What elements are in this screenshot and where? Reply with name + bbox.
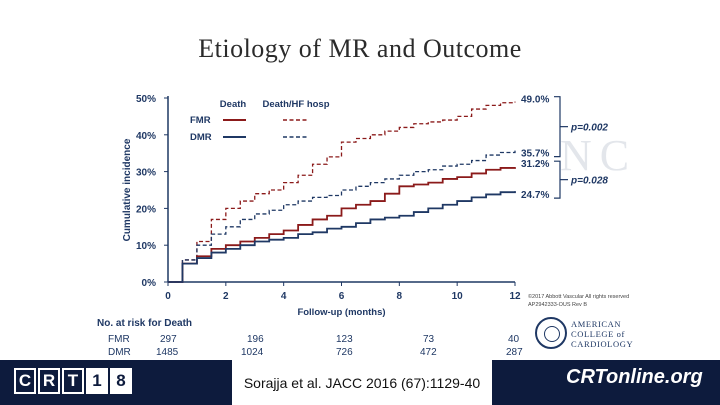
acc-line-1: AMERICAN (571, 319, 622, 329)
x-tick-label: 8 (397, 291, 403, 302)
risk-dmr-m12: 287 (506, 347, 523, 358)
acc-seal-icon (535, 317, 567, 349)
risk-fmr-m0: 297 (160, 334, 177, 345)
crt18-logo-r: R (38, 368, 60, 394)
copyright-line: ©2017 Abbott Vascular All rights reserve… (528, 294, 630, 300)
crt18-logo: C R T 1 8 (14, 368, 132, 396)
risk-fmr-m6: 123 (336, 334, 353, 345)
crt18-logo-t: T (62, 368, 84, 394)
x-tick-label: 2 (223, 291, 229, 302)
series-fmr-death-hf-hosp (168, 101, 516, 283)
acc-logo: AMERICAN COLLEGE of CARDIOLOGY (535, 317, 655, 355)
x-tick-label: 6 (339, 291, 345, 302)
x-axis-title: Follow-up (months) (297, 307, 385, 318)
x-tick-label: 10 (452, 291, 464, 302)
kaplan-meier-chart: 0% 10% 20% 30% 40% 50% 0 2 4 6 8 10 12 Follow-up (mon… (122, 94, 608, 318)
series-dmr-death (168, 191, 516, 283)
risk-fmr-m12: 40 (508, 334, 520, 345)
citation-text: Sorajja et al. JACC 2016 (67):1129-40 (232, 360, 492, 405)
legend-label-dmr: DMR (190, 132, 212, 143)
end-label: 35.7% (521, 149, 549, 160)
background-watermark: NC (560, 131, 638, 180)
risk-dmr-m0: 1485 (156, 347, 179, 358)
risk-table-title: No. at risk for Death (97, 318, 193, 329)
acc-wordmark: AMERICAN COLLEGE of CARDIOLOGY (571, 319, 633, 349)
y-tick-label: 50% (136, 94, 156, 105)
risk-dmr-m6: 726 (336, 347, 353, 358)
crt18-logo-c: C (14, 368, 36, 394)
copyright-note: ©2017 Abbott Vascular All rights reserve… (528, 293, 668, 309)
risk-dmr-m9: 472 (420, 347, 437, 358)
copyright-code: AP2942333-OUS Rev B (528, 302, 588, 308)
x-tick-label: 12 (509, 291, 521, 302)
y-tick-label: 20% (136, 204, 156, 215)
legend-label-fmr: FMR (190, 115, 211, 126)
risk-row-label-fmr: FMR (108, 334, 130, 345)
acc-line-2: COLLEGE of (571, 329, 625, 339)
slide-title: Etiology of MR and Outcome (198, 34, 522, 63)
series-dmr-death-hf-hosp (168, 150, 516, 283)
risk-fmr-m3: 196 (247, 334, 264, 345)
risk-dmr-m3: 1024 (241, 347, 264, 358)
risk-fmr-m9: 73 (423, 334, 435, 345)
acc-line-3: CARDIOLOGY (571, 339, 634, 349)
y-tick-label: 30% (136, 168, 156, 179)
y-axis-title: Cumulative incidence (122, 138, 133, 241)
p-value-death-hf-bracket (554, 96, 561, 158)
crt18-logo-1: 1 (86, 368, 108, 394)
p-value-death-hf: p=0.002 (570, 123, 608, 134)
crt18-logo-8: 8 (110, 368, 132, 394)
end-label: 24.7% (521, 190, 549, 201)
crtonline-logo[interactable]: CRTonline.org (566, 366, 703, 388)
y-tick-label: 40% (136, 131, 156, 142)
x-tick-label: 4 (281, 291, 287, 302)
legend-header-death-hf: Death/HF hosp (262, 99, 329, 110)
end-label: 49.0% (521, 95, 549, 106)
p-value-death-bracket (554, 160, 561, 199)
y-tick-label: 0% (142, 278, 157, 289)
risk-row-label-dmr: DMR (108, 347, 131, 358)
end-label: 31.2% (521, 159, 549, 170)
series-fmr-death (168, 167, 516, 283)
p-value-death: p=0.028 (570, 176, 608, 187)
x-tick-label: 0 (165, 291, 171, 302)
legend-header-death: Death (220, 99, 247, 110)
y-tick-label: 10% (136, 241, 156, 252)
